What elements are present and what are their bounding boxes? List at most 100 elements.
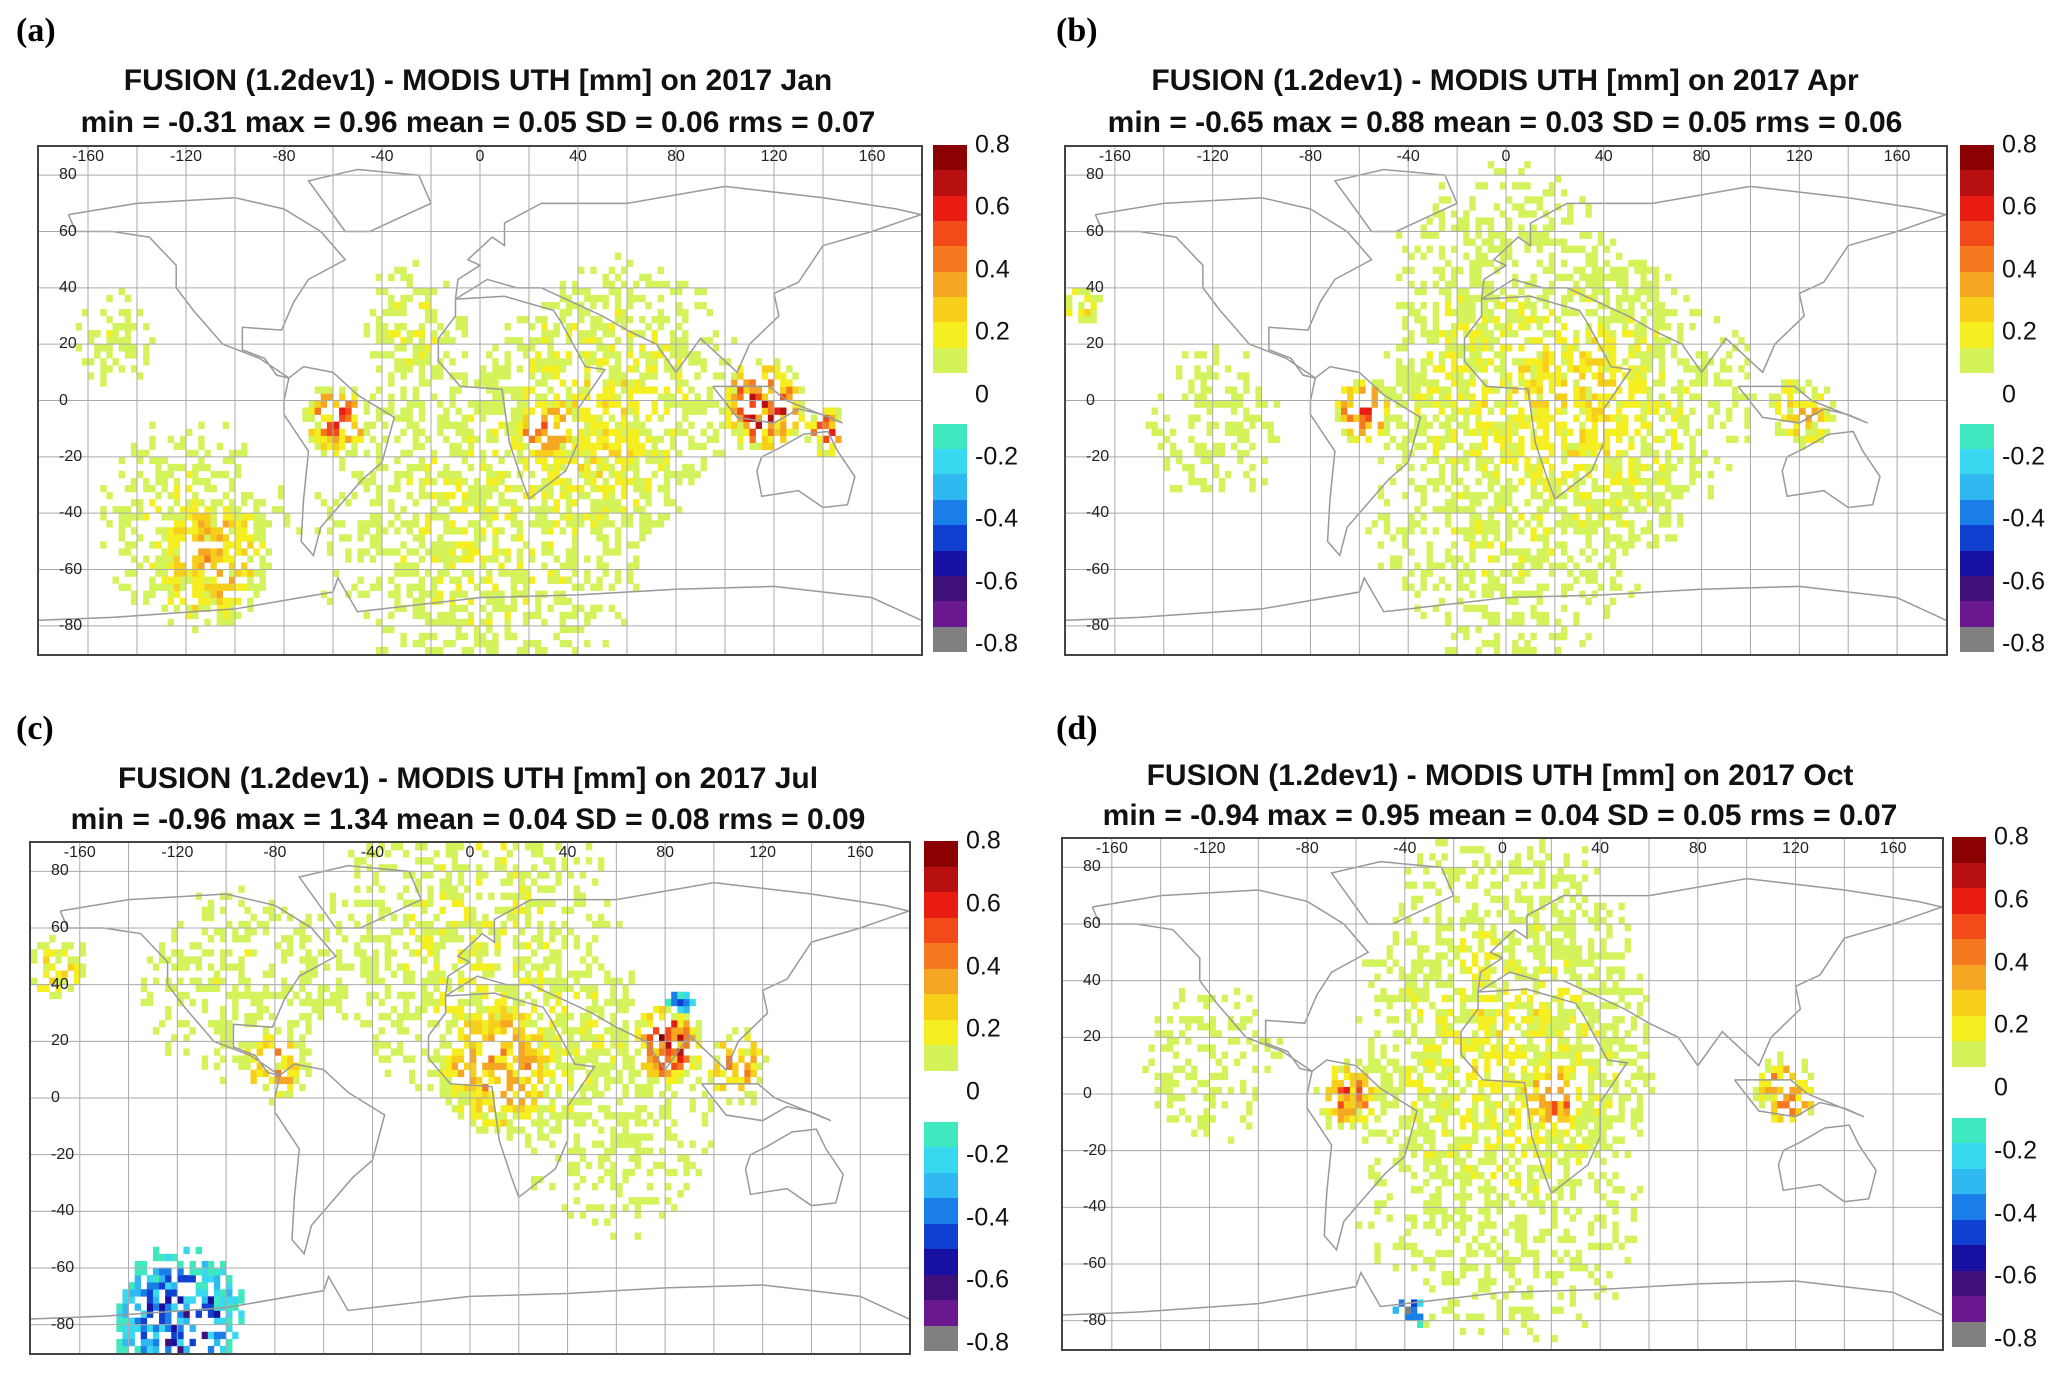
data-cell xyxy=(1811,428,1818,436)
data-cell xyxy=(1781,386,1788,394)
data-cell xyxy=(1658,520,1666,528)
data-cell xyxy=(394,562,401,570)
data-cell xyxy=(179,597,187,605)
data-cell xyxy=(134,1317,141,1325)
data-cell xyxy=(506,1119,513,1127)
data-cell xyxy=(1634,386,1641,394)
data-cell xyxy=(1652,266,1660,275)
data-cell xyxy=(1481,520,1488,528)
data-cell xyxy=(1536,407,1543,415)
data-cell xyxy=(1518,365,1525,373)
data-cell xyxy=(1554,562,1562,570)
data-cell xyxy=(492,583,499,591)
data-cell xyxy=(366,928,373,936)
data-cell xyxy=(67,956,74,964)
data-cell xyxy=(608,428,615,436)
data-cell xyxy=(1597,407,1605,415)
data-cell xyxy=(608,449,615,458)
colorbar-label: 0.2 xyxy=(2002,317,2037,346)
data-cell xyxy=(1683,365,1690,373)
data-cell xyxy=(1432,365,1440,373)
data-cell xyxy=(305,998,312,1007)
data-cell xyxy=(1787,407,1794,415)
data-cell xyxy=(1475,344,1482,352)
data-cell xyxy=(326,393,334,401)
data-cell xyxy=(443,414,450,422)
data-cell xyxy=(1744,421,1751,429)
data-cell xyxy=(1518,442,1525,451)
data-cell xyxy=(1396,365,1403,373)
data-cell xyxy=(192,499,199,507)
data-cell xyxy=(1408,583,1415,591)
data-cell xyxy=(1634,344,1641,352)
data-cell xyxy=(1377,513,1385,521)
data-cell xyxy=(433,970,440,978)
data-cell xyxy=(143,590,150,598)
colorbar-label: 0 xyxy=(2002,380,2016,408)
data-cell xyxy=(357,428,364,436)
data-cell xyxy=(1463,604,1470,613)
data-cell xyxy=(535,435,542,444)
data-cell xyxy=(146,1296,154,1304)
data-cell xyxy=(504,358,511,366)
data-cell xyxy=(427,991,434,1000)
data-cell xyxy=(547,470,554,479)
data-cell xyxy=(1206,400,1213,408)
data-cell xyxy=(1573,611,1580,620)
data-cell xyxy=(1609,597,1617,605)
data-cell xyxy=(1530,379,1537,387)
data-cell xyxy=(492,604,499,613)
data-cell xyxy=(406,337,413,345)
data-cell xyxy=(571,646,579,654)
data-cell xyxy=(1726,435,1733,444)
data-cell xyxy=(633,414,640,422)
data-cell xyxy=(627,287,634,296)
data-cell xyxy=(1542,611,1550,620)
data-cell xyxy=(494,864,501,872)
data-cell xyxy=(1579,351,1586,359)
data-cell xyxy=(633,280,640,289)
data-cell xyxy=(1628,520,1635,528)
data-cell xyxy=(1573,492,1580,500)
data-cell xyxy=(1799,435,1806,444)
data-cell xyxy=(559,400,566,408)
data-cell xyxy=(1402,301,1409,310)
data-cell xyxy=(553,301,560,310)
data-cell xyxy=(1603,393,1611,401)
data-cell xyxy=(409,977,416,985)
data-cell xyxy=(443,337,450,345)
data-cell xyxy=(1609,492,1617,500)
data-cell xyxy=(1585,308,1592,317)
data-cell xyxy=(535,351,542,359)
data-cell xyxy=(443,555,450,563)
data-cell xyxy=(561,1020,568,1028)
data-cell xyxy=(461,330,468,338)
data-cell xyxy=(451,920,459,929)
colorbar-bin xyxy=(1960,423,1994,450)
data-cell xyxy=(341,935,349,943)
data-cell xyxy=(500,857,507,865)
data-cell xyxy=(1585,337,1592,345)
data-cell xyxy=(743,379,750,387)
data-cell xyxy=(1732,386,1739,394)
data-cell xyxy=(1609,337,1617,345)
data-cell xyxy=(463,998,471,1007)
data-cell xyxy=(1518,576,1525,584)
data-cell xyxy=(262,920,270,929)
data-cell xyxy=(537,920,544,929)
data-cell xyxy=(480,492,487,500)
data-cell xyxy=(498,569,505,577)
data-cell xyxy=(1774,407,1782,415)
data-cell xyxy=(1628,499,1635,507)
data-cell xyxy=(1579,527,1586,535)
data-cell xyxy=(220,963,227,971)
data-cell xyxy=(424,569,432,577)
data-cell xyxy=(627,351,634,359)
data-cell xyxy=(1585,252,1592,260)
data-cell xyxy=(216,618,223,627)
data-cell xyxy=(437,365,444,373)
data-cell xyxy=(480,527,487,535)
data-cell xyxy=(1444,421,1452,429)
data-cell xyxy=(522,344,530,352)
data-cell xyxy=(1499,372,1507,380)
